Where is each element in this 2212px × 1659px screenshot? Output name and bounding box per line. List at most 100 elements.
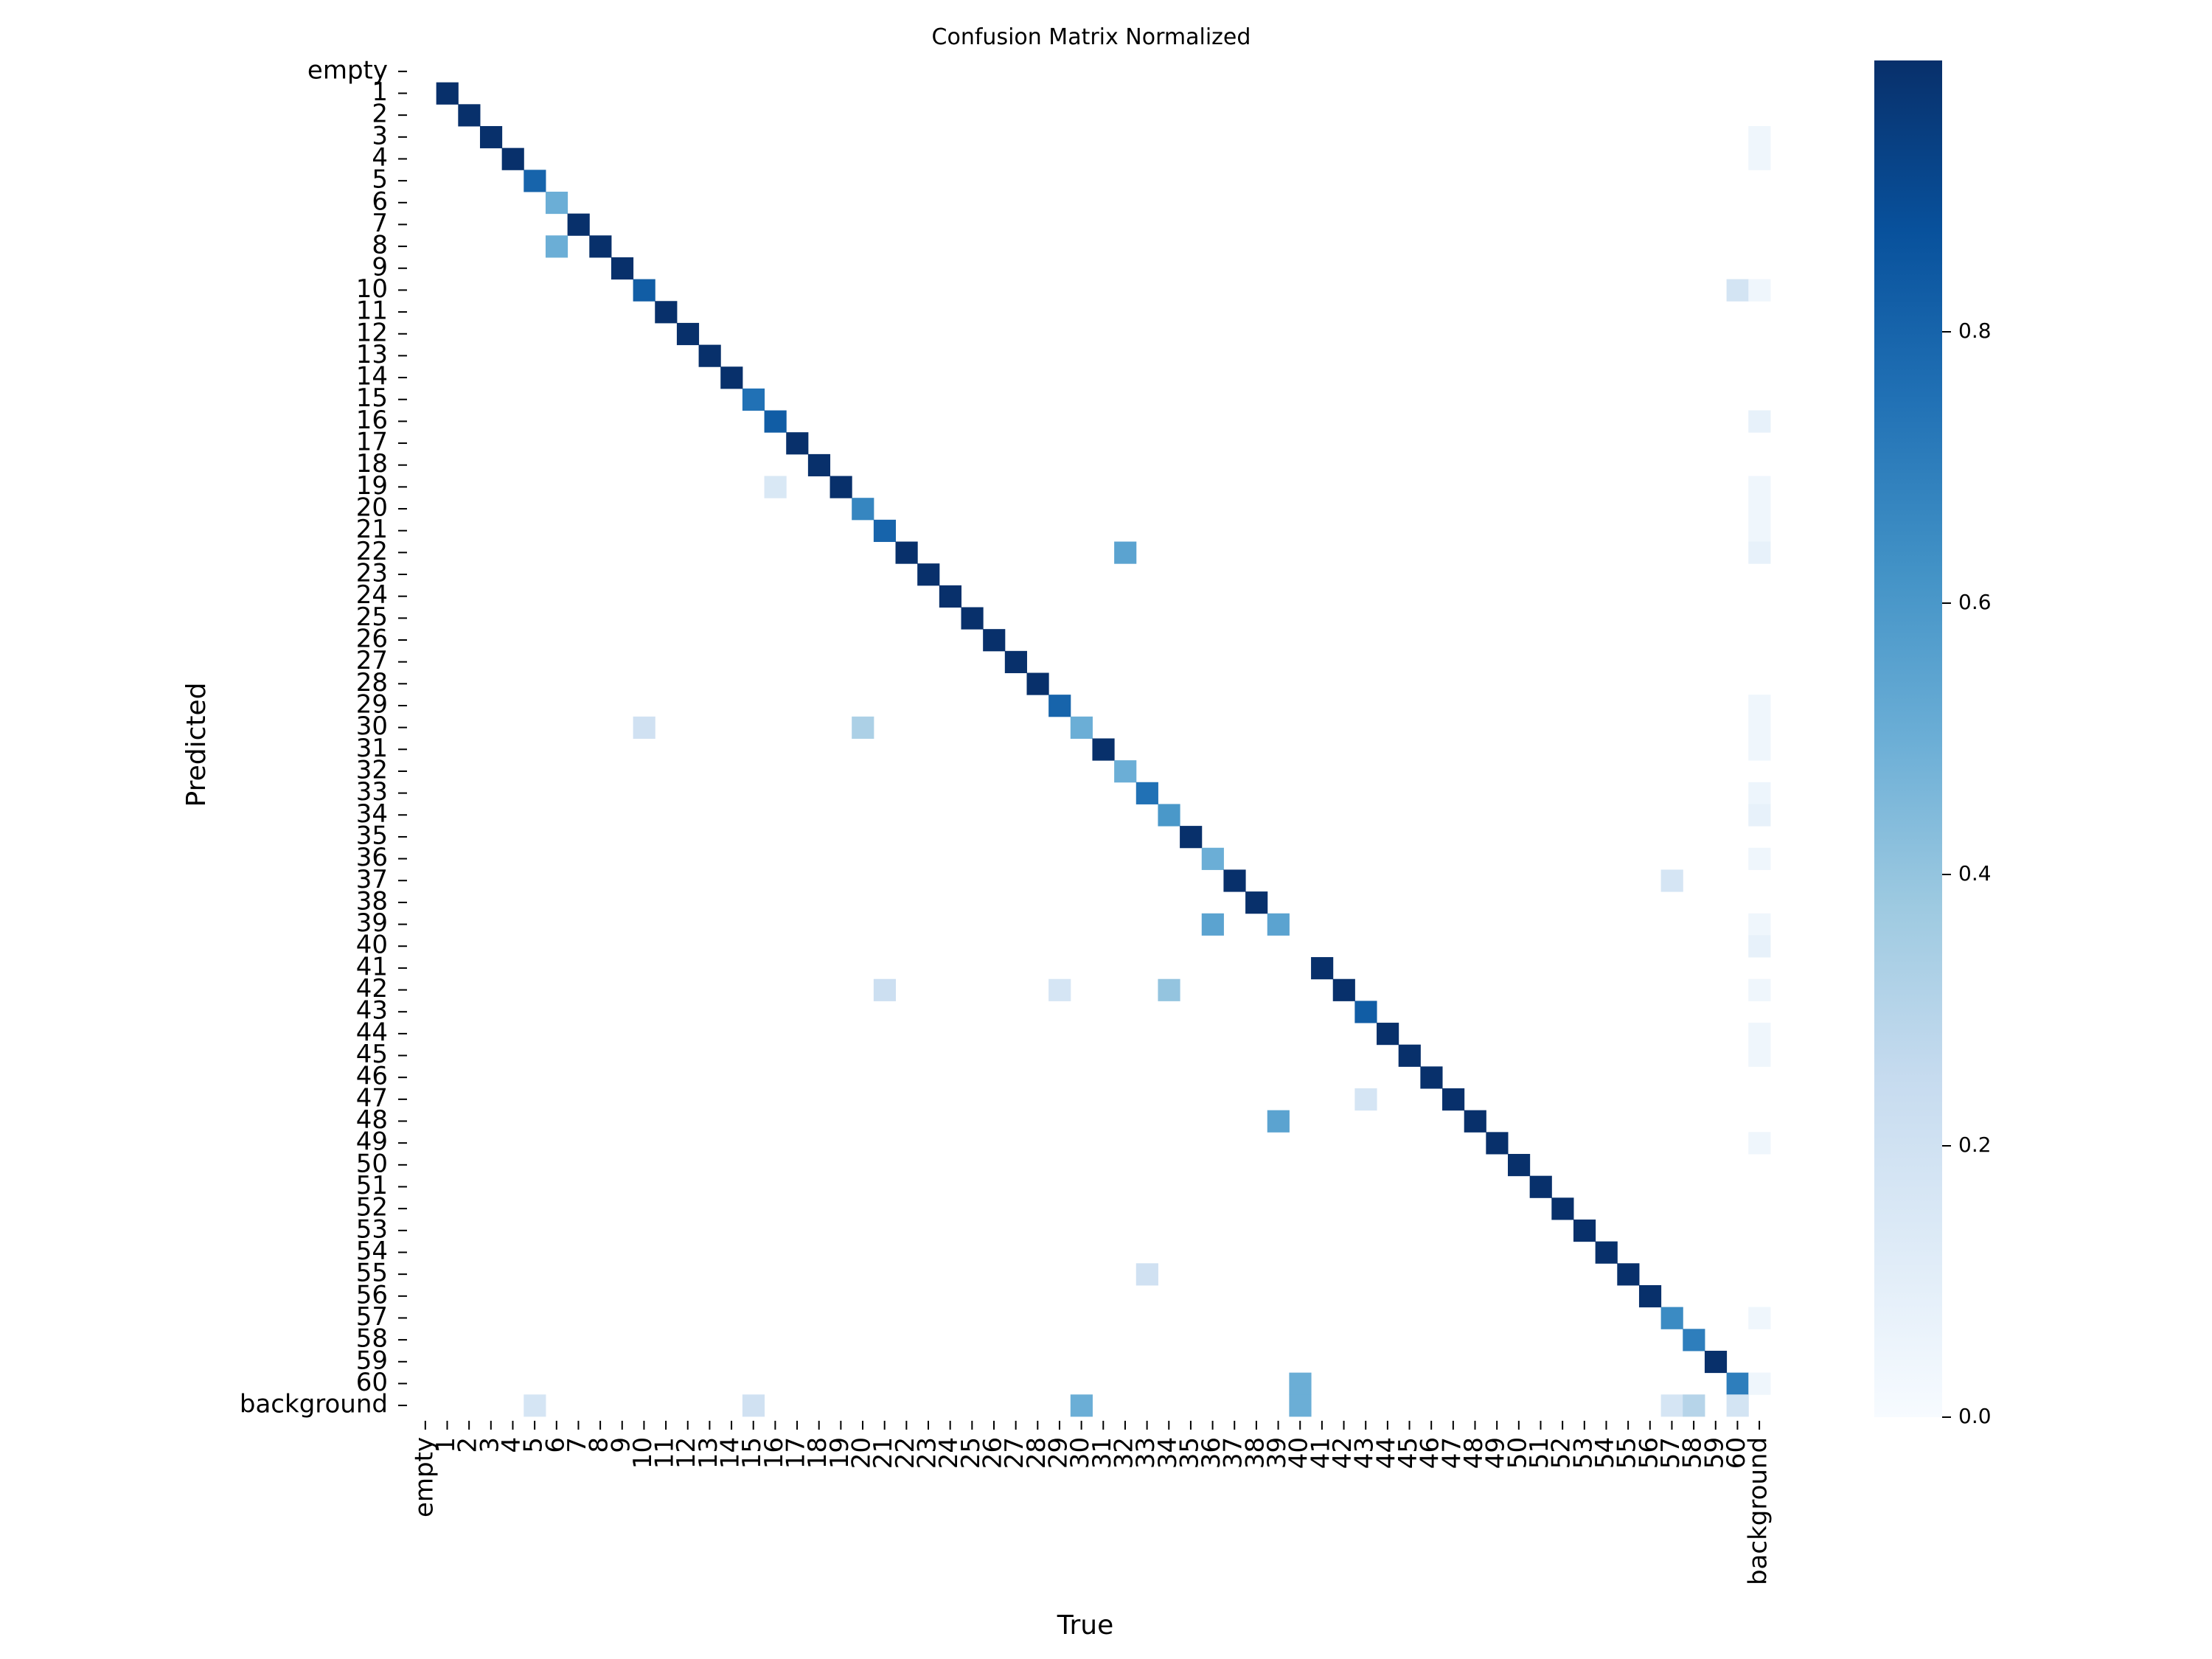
cell-pred-31-true-31 bbox=[1092, 738, 1115, 761]
cell-pred-35-true-35 bbox=[1180, 826, 1203, 849]
x-tick-label-58: 58 bbox=[1678, 1437, 1708, 1469]
x-tick-label-2: 2 bbox=[453, 1437, 483, 1453]
x-tick-label-40: 40 bbox=[1284, 1437, 1314, 1469]
cell-pred-10-true-background bbox=[1748, 279, 1771, 302]
cell-pred-39-true-background bbox=[1748, 913, 1771, 936]
x-tick-label-39: 39 bbox=[1262, 1437, 1292, 1469]
x-tick-label-29: 29 bbox=[1043, 1437, 1073, 1469]
cell-pred-14-true-14 bbox=[720, 366, 743, 389]
y-tick-label-17: 17 bbox=[356, 428, 388, 457]
y-tick-label-10: 10 bbox=[356, 274, 388, 304]
x-tick-label-52: 52 bbox=[1547, 1437, 1576, 1469]
x-tick-label-42: 42 bbox=[1328, 1437, 1357, 1469]
y-tick-label-59: 59 bbox=[356, 1346, 388, 1375]
y-tick-label-55: 55 bbox=[356, 1259, 388, 1288]
cell-pred-42-true-42 bbox=[1332, 978, 1355, 1001]
cell-pred-18-true-18 bbox=[807, 453, 831, 477]
x-tick-label-48: 48 bbox=[1459, 1437, 1489, 1469]
colorbar-tick-label: 0.2 bbox=[1958, 1133, 1992, 1157]
y-tick-label-33: 33 bbox=[356, 777, 388, 807]
y-tick-label-24: 24 bbox=[356, 580, 388, 610]
x-tick-label-37: 37 bbox=[1219, 1437, 1248, 1469]
y-tick-label-39: 39 bbox=[356, 908, 388, 938]
x-tick-label-7: 7 bbox=[563, 1437, 592, 1453]
heatmap-cells bbox=[436, 82, 1771, 1417]
colorbar-ticks: 0.0 0.2 0.4 0.6 0.8 bbox=[1942, 319, 1992, 1428]
cell-pred-30-true-background bbox=[1748, 716, 1771, 739]
cell-pred-25-true-25 bbox=[961, 607, 984, 630]
cell-pred-27-true-27 bbox=[1004, 650, 1027, 673]
cell-pred-39-true-36 bbox=[1201, 913, 1224, 936]
x-tick-label-50: 50 bbox=[1503, 1437, 1532, 1469]
x-tick-label-5: 5 bbox=[519, 1437, 549, 1453]
x-tick-label-60: 60 bbox=[1722, 1437, 1751, 1469]
x-tick-label-57: 57 bbox=[1656, 1437, 1686, 1469]
y-tick-label-22: 22 bbox=[356, 537, 388, 566]
x-tick-label-empty: empty bbox=[409, 1437, 439, 1517]
y-tick-label-18: 18 bbox=[356, 449, 388, 479]
x-tick-label-21: 21 bbox=[869, 1437, 898, 1469]
cell-pred-16-true-background bbox=[1748, 410, 1771, 433]
x-tick-label-24: 24 bbox=[934, 1437, 964, 1469]
y-tick-label-52: 52 bbox=[356, 1193, 388, 1222]
cell-pred-42-true-29 bbox=[1048, 978, 1071, 1001]
x-axis-ticks: empty12345678910111213141516171819202122… bbox=[409, 1420, 1773, 1585]
y-tick-label-7: 7 bbox=[372, 209, 388, 238]
cell-pred-49-true-background bbox=[1748, 1132, 1771, 1155]
y-tick-label-43: 43 bbox=[356, 996, 388, 1026]
cell-pred-background-true-57 bbox=[1660, 1394, 1683, 1417]
colorbar-tick-label: 0.4 bbox=[1958, 861, 1992, 886]
y-tick-label-58: 58 bbox=[356, 1324, 388, 1354]
cell-pred-19-true-16 bbox=[764, 476, 787, 498]
y-tick-label-8: 8 bbox=[372, 231, 388, 260]
x-tick-label-6: 6 bbox=[540, 1437, 570, 1453]
y-tick-label-29: 29 bbox=[356, 689, 388, 719]
cell-pred-3-true-3 bbox=[479, 125, 503, 149]
y-tick-label-30: 30 bbox=[356, 712, 388, 741]
y-tick-label-background: background bbox=[240, 1390, 388, 1419]
cell-pred-17-true-17 bbox=[786, 432, 809, 455]
cell-pred-34-true-34 bbox=[1158, 804, 1180, 827]
x-tick-label-44: 44 bbox=[1371, 1437, 1401, 1469]
y-tick-label-51: 51 bbox=[356, 1171, 388, 1200]
chart-title: Confusion Matrix Normalized bbox=[932, 24, 1251, 50]
cell-pred-44-true-background bbox=[1748, 1023, 1771, 1046]
y-tick-label-4: 4 bbox=[372, 143, 388, 173]
cell-pred-3-true-background bbox=[1748, 125, 1771, 149]
cell-pred-30-true-10 bbox=[633, 716, 655, 739]
colorbar-tick-label: 0.0 bbox=[1958, 1404, 1992, 1428]
x-tick-label-17: 17 bbox=[782, 1437, 811, 1469]
x-tick-label-30: 30 bbox=[1065, 1437, 1095, 1469]
cell-pred-57-true-57 bbox=[1660, 1307, 1683, 1329]
y-tick-label-3: 3 bbox=[372, 121, 388, 150]
cell-pred-9-true-9 bbox=[611, 257, 634, 280]
y-tick-label-1: 1 bbox=[372, 77, 388, 107]
x-tick-label-18: 18 bbox=[803, 1437, 832, 1469]
y-axis-ticks: empty12345678910111213141516171819202122… bbox=[240, 55, 407, 1419]
y-tick-label-5: 5 bbox=[372, 165, 388, 195]
x-tick-label-10: 10 bbox=[628, 1437, 658, 1469]
cell-pred-40-true-background bbox=[1748, 935, 1771, 958]
x-tick-label-45: 45 bbox=[1394, 1437, 1423, 1469]
cell-pred-10-true-10 bbox=[633, 279, 655, 302]
cell-pred-1-true-1 bbox=[436, 82, 459, 105]
x-tick-label-27: 27 bbox=[1000, 1437, 1029, 1469]
x-tick-label-background: background bbox=[1744, 1437, 1773, 1585]
colorbar: 0.0 0.2 0.4 0.6 0.8 bbox=[1874, 60, 1992, 1428]
y-tick-label-31: 31 bbox=[356, 734, 388, 763]
y-tick-label-37: 37 bbox=[356, 865, 388, 894]
cell-pred-56-true-56 bbox=[1638, 1284, 1662, 1308]
cell-pred-22-true-32 bbox=[1114, 541, 1137, 564]
x-tick-label-1: 1 bbox=[431, 1437, 461, 1453]
cell-pred-33-true-33 bbox=[1135, 782, 1158, 804]
cell-pred-23-true-23 bbox=[917, 563, 940, 586]
y-tick-label-41: 41 bbox=[356, 952, 388, 981]
y-tick-label-35: 35 bbox=[356, 821, 388, 850]
cell-pred-8-true-6 bbox=[545, 235, 568, 258]
x-tick-label-36: 36 bbox=[1197, 1437, 1226, 1469]
cell-pred-7-true-7 bbox=[567, 213, 590, 236]
cell-pred-48-true-39 bbox=[1267, 1110, 1290, 1133]
cell-pred-59-true-59 bbox=[1704, 1350, 1728, 1374]
y-tick-label-19: 19 bbox=[356, 471, 388, 501]
